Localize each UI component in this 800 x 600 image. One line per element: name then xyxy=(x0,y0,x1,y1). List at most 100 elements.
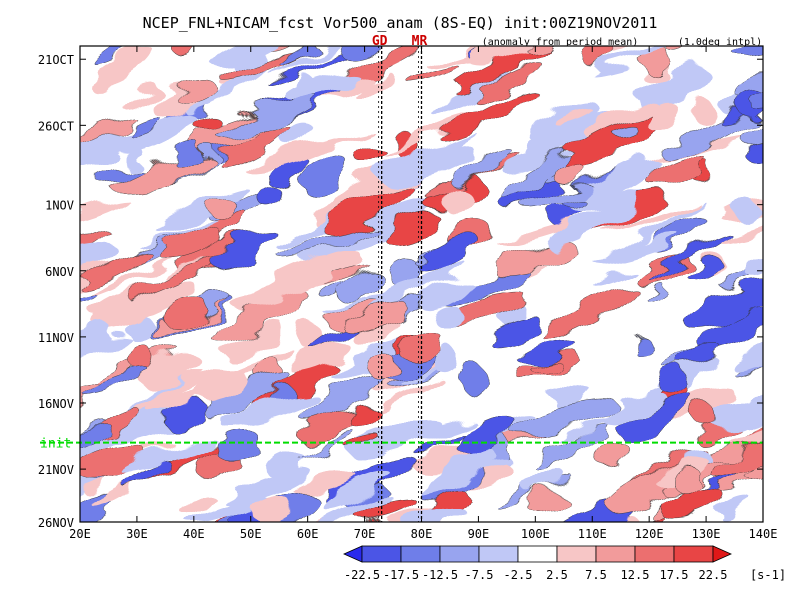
field-blob xyxy=(419,455,507,495)
field-blob xyxy=(524,46,582,52)
field-blob xyxy=(211,46,288,68)
colorbar-unit: [s-1] xyxy=(750,568,786,582)
colorbar-swatch xyxy=(595,545,636,563)
field-blob xyxy=(643,284,665,298)
field-blob xyxy=(580,161,663,209)
field-blob xyxy=(109,154,214,191)
chart-subtitle-left: (anomaly from period mean) xyxy=(482,37,639,48)
field-blob xyxy=(647,234,732,280)
field-blob xyxy=(80,117,136,163)
field-blob xyxy=(500,149,551,171)
field-blob xyxy=(217,96,320,140)
field-blob xyxy=(668,46,696,56)
field-blob xyxy=(80,434,116,478)
field-blob xyxy=(431,345,460,374)
field-blob xyxy=(175,80,218,105)
field-blob xyxy=(80,424,113,453)
vorticity-field xyxy=(47,33,763,522)
field-blob xyxy=(672,465,702,494)
field-blob xyxy=(223,468,312,507)
x-tick-label: 80E xyxy=(411,527,433,541)
field-blob xyxy=(468,46,548,67)
field-blob xyxy=(219,123,289,167)
field-blob xyxy=(590,267,632,284)
field-blob xyxy=(493,243,578,276)
field-blob xyxy=(158,227,222,260)
field-blob xyxy=(603,515,663,522)
x-tick-label: 50E xyxy=(240,527,262,541)
field-blob xyxy=(269,46,361,75)
field-blob xyxy=(215,432,262,460)
field-blob xyxy=(394,506,466,522)
field-blob xyxy=(122,152,146,167)
y-tick-label: 1NOV xyxy=(45,199,74,213)
field-blob xyxy=(335,268,382,302)
colorbar-swatch xyxy=(439,545,480,563)
field-blob xyxy=(47,33,74,51)
field-blob xyxy=(341,303,409,331)
y-tick-label: 26OCT xyxy=(38,119,74,133)
field-blob xyxy=(565,199,586,209)
colorbar-swatch xyxy=(478,545,519,563)
field-blob xyxy=(749,74,763,109)
x-tick-label: 140E xyxy=(749,527,778,541)
init-label: init xyxy=(40,437,71,452)
field-blob xyxy=(89,253,182,299)
x-axis: 20E 30E 40E 50E 60E 70E 80E 90E 100E 110E 120E 130E… xyxy=(69,46,777,541)
field-blob xyxy=(459,365,488,395)
chart-title: NCEP_FNL+NICAM_fcst Vor500_anam (8S-EQ) … xyxy=(143,14,658,32)
field-blob xyxy=(400,363,439,384)
field-blob xyxy=(487,318,543,345)
field-blob xyxy=(289,343,350,372)
field-blob xyxy=(298,227,401,260)
field-blob xyxy=(378,145,475,184)
field-blob xyxy=(305,493,392,522)
field-blob xyxy=(80,242,117,282)
x-tick-label: 60E xyxy=(297,527,319,541)
field-blob xyxy=(656,366,688,392)
y-tick-label: 6NOV xyxy=(45,265,74,279)
field-blob xyxy=(125,116,160,133)
field-blob xyxy=(278,223,376,259)
field-blob xyxy=(300,156,350,193)
field-blob xyxy=(734,46,763,60)
field-blob xyxy=(581,46,614,66)
field-blob xyxy=(553,160,585,187)
x-tick-label: 120E xyxy=(635,527,664,541)
x-tick-label: 30E xyxy=(126,527,148,541)
field-blob xyxy=(593,234,681,264)
field-blob xyxy=(631,339,652,353)
field-blob xyxy=(678,346,724,366)
field-blob xyxy=(620,201,707,250)
field-blob xyxy=(648,156,707,188)
field-blob xyxy=(433,306,463,326)
field-blob xyxy=(610,123,635,134)
field-blob xyxy=(181,493,214,516)
field-blob xyxy=(384,211,440,246)
field-blob xyxy=(396,333,444,358)
y-tick-label: 16NOV xyxy=(38,397,74,411)
field-blob xyxy=(347,420,442,454)
colorbar: -22.5 -17.5 -12.5 -7.5 -2.5 2.5 7.5 12.5 17.5 22.… xyxy=(343,545,786,582)
field-blob xyxy=(721,216,763,244)
field-blob xyxy=(638,67,709,111)
colorbar-label: -2.5 xyxy=(504,568,533,582)
field-blob xyxy=(440,89,537,142)
colorbar-label: 12.5 xyxy=(621,568,650,582)
y-tick-label: 21OCT xyxy=(38,53,74,67)
field-blob xyxy=(173,46,198,60)
field-blob xyxy=(355,73,396,100)
field-blob xyxy=(694,403,718,429)
field-blob xyxy=(225,325,287,359)
marker-label: GD xyxy=(372,34,388,49)
colorbar-label: -17.5 xyxy=(383,568,419,582)
field-blob xyxy=(473,62,543,103)
field-blob xyxy=(138,219,219,247)
field-blob xyxy=(298,431,356,459)
x-tick-label: 70E xyxy=(354,527,376,541)
field-blob xyxy=(741,95,763,144)
colorbar-label: 2.5 xyxy=(546,568,568,582)
field-blob xyxy=(239,263,334,306)
field-blob xyxy=(257,185,282,207)
